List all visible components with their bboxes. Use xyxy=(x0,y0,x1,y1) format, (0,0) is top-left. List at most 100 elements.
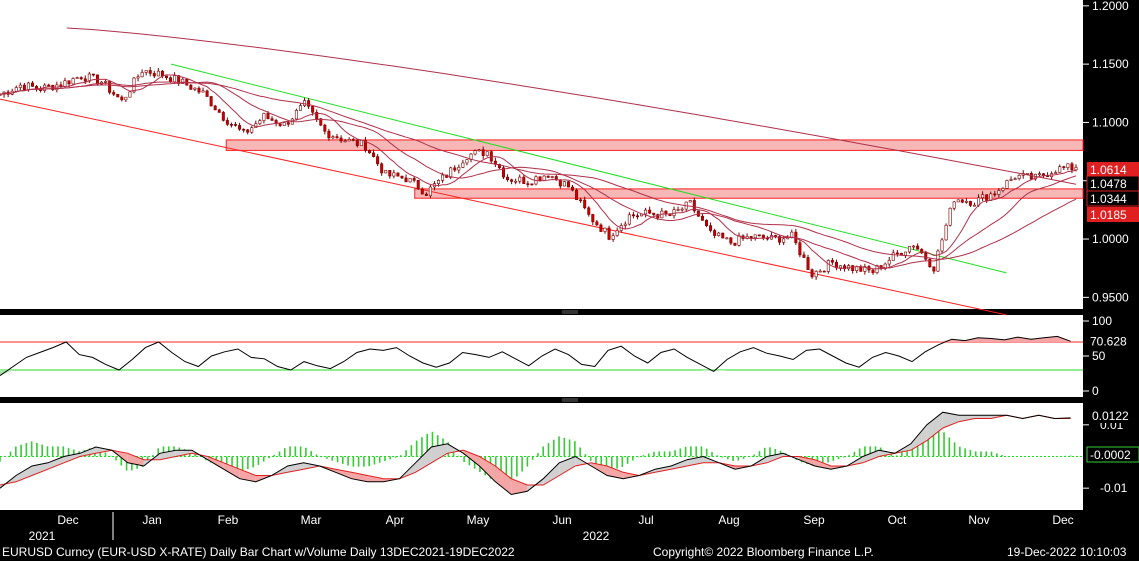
copyright-text: Copyright© 2022 Bloomberg Finance L.P. xyxy=(653,545,874,559)
candle xyxy=(839,266,841,268)
panel-divider-top[interactable] xyxy=(0,309,1083,315)
candle xyxy=(385,170,387,173)
candle xyxy=(600,225,602,232)
candle xyxy=(1002,188,1004,190)
candle xyxy=(279,124,281,126)
candle xyxy=(376,157,378,164)
candle xyxy=(311,106,313,112)
candle xyxy=(1018,175,1020,178)
candle xyxy=(896,253,898,254)
candle xyxy=(157,71,159,76)
candle xyxy=(961,200,963,202)
candle xyxy=(389,170,391,176)
y-tick-label: 1.2000 xyxy=(1092,0,1129,13)
panel-divider-bottom[interactable] xyxy=(0,397,1083,403)
candle xyxy=(486,152,488,156)
x-tick-label: Mar xyxy=(301,513,322,527)
rsi-value-label: 70.628 xyxy=(1090,335,1127,349)
candle xyxy=(941,240,943,251)
candle xyxy=(616,231,618,236)
value-label: 1.0478 xyxy=(1090,177,1127,191)
candle xyxy=(336,137,338,138)
candle xyxy=(612,236,614,240)
candle xyxy=(531,184,533,185)
candle xyxy=(206,91,208,97)
candle xyxy=(145,70,147,72)
candle xyxy=(340,138,342,141)
year-label: 2022 xyxy=(583,529,610,543)
bloomberg-chart[interactable]: 1.20001.15001.10001.05001.00000.95001.06… xyxy=(0,0,1139,543)
candle xyxy=(194,88,196,89)
candle xyxy=(632,215,634,216)
candle xyxy=(397,173,399,176)
x-tick-label: Oct xyxy=(888,513,907,527)
candle xyxy=(169,78,171,82)
candle xyxy=(295,110,297,119)
candle xyxy=(523,177,525,184)
candle xyxy=(998,191,1000,195)
candle xyxy=(1067,164,1069,168)
candle xyxy=(567,182,569,187)
x-tick-label: Nov xyxy=(968,513,989,527)
candle xyxy=(1010,179,1012,180)
candle xyxy=(401,176,403,178)
candle xyxy=(579,200,581,201)
candle xyxy=(965,201,967,202)
candle xyxy=(441,175,443,180)
candle xyxy=(506,177,508,180)
candle xyxy=(957,200,959,202)
candle xyxy=(458,167,460,170)
candle xyxy=(648,210,650,213)
candle xyxy=(299,106,301,111)
candle xyxy=(815,271,817,276)
candle xyxy=(803,255,805,258)
footer-bar: EURUSD Curncy (EUR-USD X-RATE) Daily Bar… xyxy=(0,543,1139,561)
candle xyxy=(141,72,143,76)
candle xyxy=(324,125,326,131)
candle xyxy=(251,128,253,133)
candle xyxy=(421,189,423,194)
candle xyxy=(807,257,809,269)
candle xyxy=(92,74,94,75)
candle xyxy=(137,77,139,78)
candle xyxy=(758,235,760,236)
candle xyxy=(190,85,192,89)
value-label: 1.0614 xyxy=(1090,163,1127,177)
x-tick-label: Jun xyxy=(552,513,571,527)
candle xyxy=(543,176,545,180)
candle xyxy=(774,235,776,236)
candle xyxy=(819,271,821,272)
candle xyxy=(129,92,131,97)
candle xyxy=(608,228,610,239)
candle xyxy=(307,101,309,107)
candle xyxy=(246,130,248,132)
candle xyxy=(425,194,427,196)
y-tick-label: 0.9500 xyxy=(1092,290,1129,304)
candle xyxy=(665,211,667,214)
candle xyxy=(234,124,236,125)
candle xyxy=(368,150,370,153)
candle xyxy=(1038,174,1040,175)
candle xyxy=(1014,179,1016,180)
candle xyxy=(112,92,114,94)
candle xyxy=(153,73,155,76)
candle xyxy=(904,252,906,255)
candle xyxy=(519,177,521,181)
candle xyxy=(474,151,476,154)
candle xyxy=(762,235,764,238)
candle xyxy=(722,233,724,238)
candle xyxy=(782,239,784,242)
candle xyxy=(332,137,334,138)
y-tick-label: 1.1500 xyxy=(1092,57,1129,71)
candle xyxy=(283,122,285,125)
candle xyxy=(860,267,862,272)
x-tick-label: Feb xyxy=(218,513,239,527)
year-label: 2021 xyxy=(29,529,56,543)
candle xyxy=(68,81,70,84)
x-tick-label: Aug xyxy=(718,513,739,527)
candle xyxy=(547,176,549,177)
candle xyxy=(267,113,269,118)
candle xyxy=(64,81,66,87)
candle xyxy=(372,153,374,157)
